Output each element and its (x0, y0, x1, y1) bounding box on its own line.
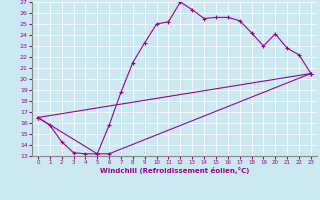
X-axis label: Windchill (Refroidissement éolien,°C): Windchill (Refroidissement éolien,°C) (100, 167, 249, 174)
